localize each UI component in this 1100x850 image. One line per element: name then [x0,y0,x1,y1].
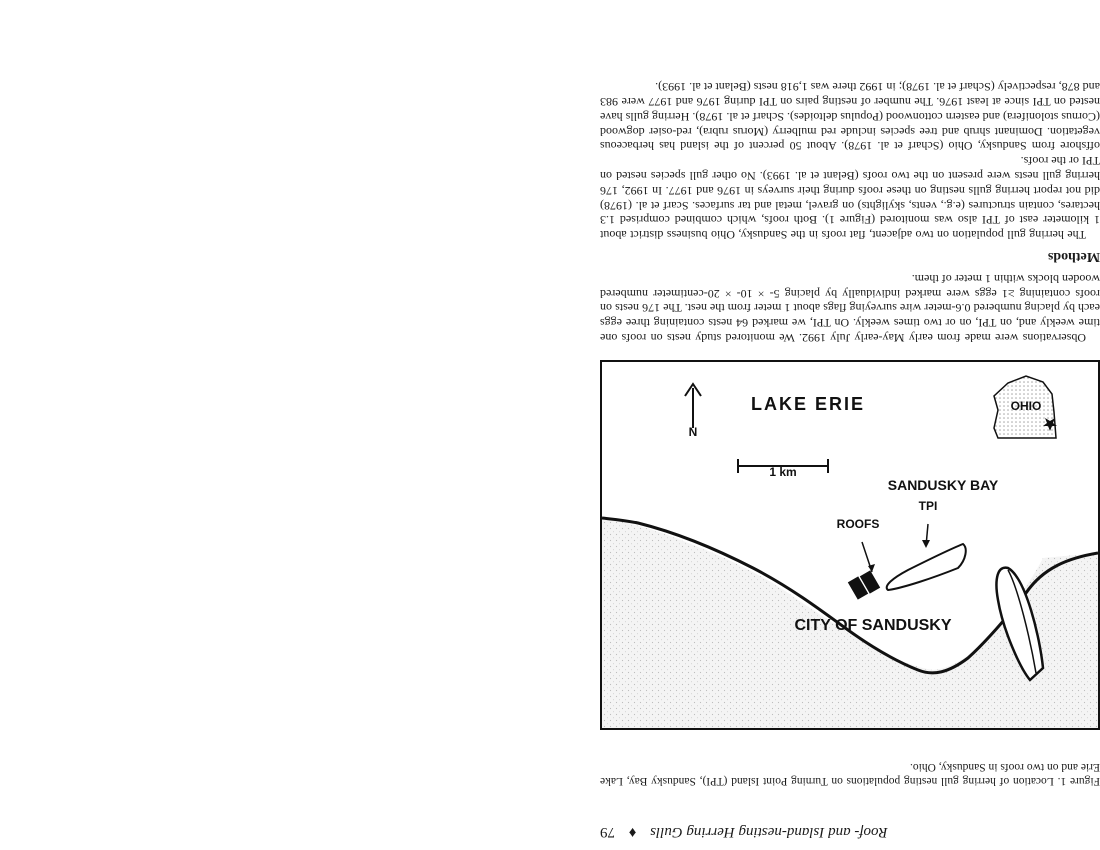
roofs-label: ROOFS [837,517,880,531]
methods-heading: Methods [1047,249,1100,265]
roof-west [847,576,869,600]
diamond-icon: ♦ [628,824,637,840]
tpi-label: TPI [919,499,938,513]
running-head-title: Roof- and Island-nesting Herring Gulls [650,824,888,840]
body-text: Observations were made from early May-ea… [600,79,1100,345]
roofs-paragraph: The herring gull population on two adjac… [600,154,1100,243]
bay-label: SANDUSKY BAY [888,477,999,493]
star-icon [1043,418,1057,431]
land-city [602,518,1098,728]
page-number: 79 [600,824,615,840]
ohio-label: OHIO [1011,399,1042,413]
methods-paragraph: Observations were made from early May-ea… [600,271,1100,345]
running-head: Roof- and Island-nesting Herring Gulls ♦… [600,823,1100,840]
city-label: CITY OF SANDUSKY [794,617,951,634]
map-figure: CITY OF SANDUSKY ROOFS TPI SANDUSKY BAY … [600,360,1100,730]
roof-east [859,570,881,594]
north-label: N [689,425,698,439]
scale-label: 1 km [769,465,796,479]
intro-paragraph: offshore from Sandusky, Ohio (Scharf et … [600,80,1100,154]
ohio-inset [993,375,1057,439]
figure-caption: Figure 1. Location of herring gull nesti… [600,761,1100,787]
lake-label: LAKE ERIE [751,394,865,414]
tpi-island [885,542,967,592]
map-svg: CITY OF SANDUSKY ROOFS TPI SANDUSKY BAY … [602,375,1098,728]
